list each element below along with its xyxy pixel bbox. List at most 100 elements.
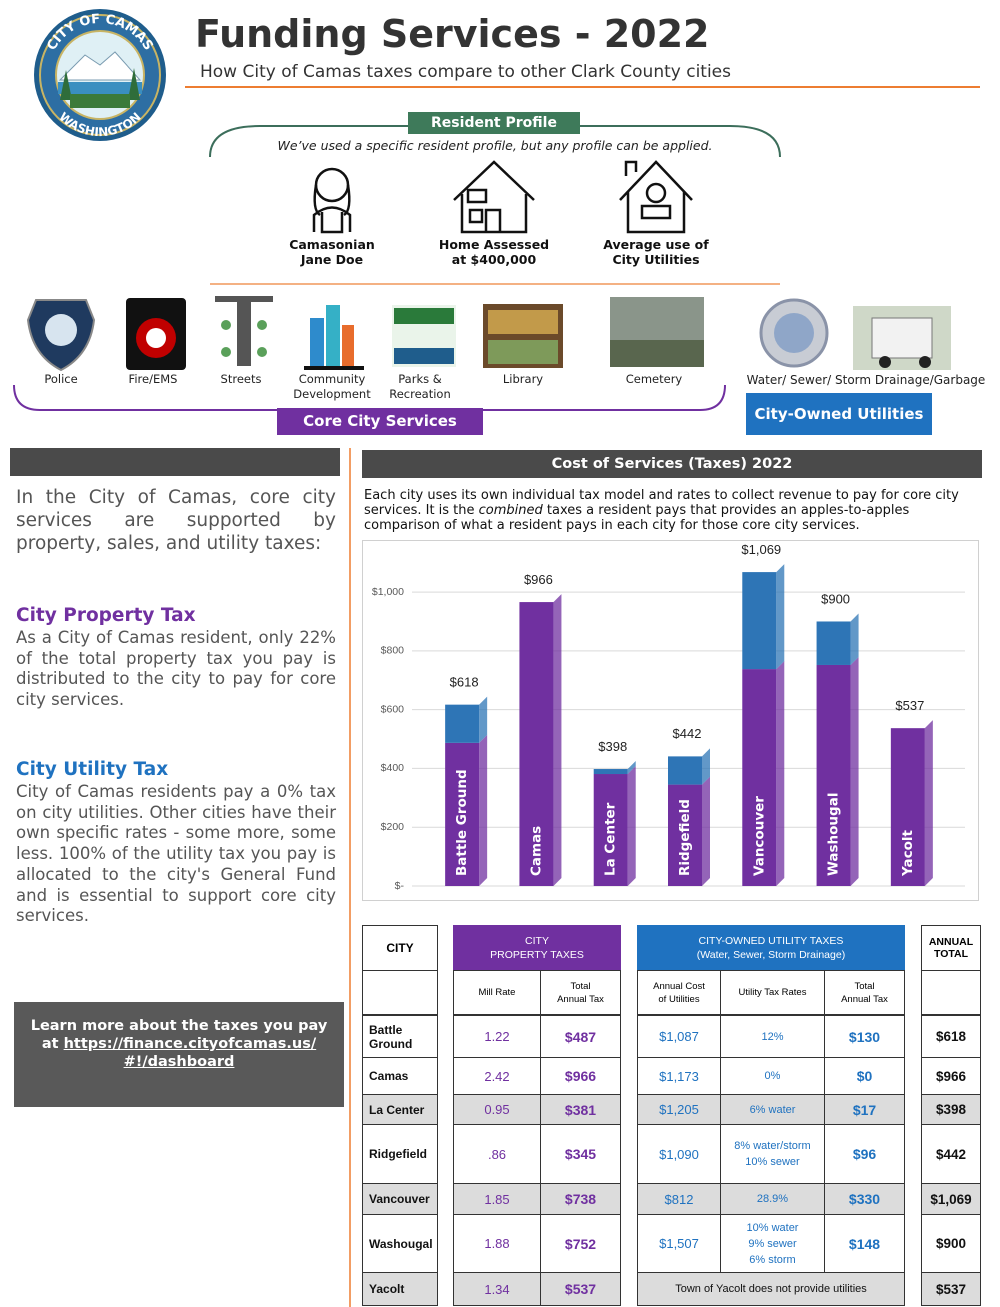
category-label: Camas	[528, 826, 544, 876]
bar-side	[850, 613, 859, 665]
y-tick-label: $600	[381, 703, 405, 715]
bar-segment	[593, 774, 628, 886]
subheader: Mill Rate	[453, 970, 541, 1015]
bar-side	[479, 734, 488, 886]
table-cell: $130	[824, 1015, 905, 1058]
profile-item: Average use of City Utilities	[603, 237, 709, 267]
table-cell: $1,173	[637, 1057, 721, 1095]
bar-segment	[816, 621, 851, 665]
y-tick-label: $-	[395, 880, 405, 892]
table-cell: 0.95	[453, 1094, 541, 1125]
bar-segment	[816, 664, 851, 886]
bar-segment	[668, 756, 702, 785]
bar-segment	[593, 769, 628, 775]
description-emphasis: combined	[478, 503, 543, 518]
table-cell: .86	[453, 1124, 541, 1184]
total-label: $1,069	[741, 542, 781, 557]
table-cell: $330	[824, 1183, 905, 1215]
table-cell: $398	[921, 1094, 981, 1125]
service-item: Library	[502, 372, 544, 386]
subheader: Total Annual Tax	[824, 970, 905, 1015]
profile-note: We’ve used a specific resident profile, …	[277, 138, 713, 153]
y-tick-label: $1,000	[372, 586, 404, 598]
category-label: Washougal	[826, 793, 842, 876]
table-cell: $966	[921, 1057, 981, 1095]
table-cell: $966	[540, 1057, 621, 1095]
y-tick-label: $800	[381, 645, 405, 657]
table-cell: Ridgefield	[362, 1124, 438, 1184]
table-cell: $148	[824, 1214, 905, 1273]
category-label: Battle Ground	[454, 769, 470, 876]
table-cell: 10% water 9% sewer 6% storm	[720, 1214, 825, 1273]
table-cell: 6% water	[720, 1094, 825, 1125]
chart-description: Each city uses its own individual tax mo…	[364, 488, 976, 533]
table-cell: 1.22	[453, 1015, 541, 1058]
learn-more-link[interactable]: https://finance.cityofcamas.us/#!/dashbo…	[63, 1036, 317, 1070]
subheader: Utility Tax Rates	[720, 970, 825, 1015]
table-cell: $1,205	[637, 1094, 721, 1125]
bar-side	[776, 564, 785, 670]
bar-segment	[445, 704, 480, 743]
y-tick-label: $400	[381, 762, 405, 774]
table-cell: $1,069	[921, 1183, 981, 1215]
header-blank	[921, 970, 981, 1015]
total-label: $618	[450, 674, 479, 689]
category-label: La Center	[603, 802, 619, 876]
table-cell: $752	[540, 1214, 621, 1273]
utilities-label: City-Owned Utilities	[746, 393, 932, 435]
table-cell: $537	[921, 1272, 981, 1306]
profile-title: Resident Profile	[408, 112, 580, 134]
table-cell: Yacolt	[362, 1272, 438, 1306]
table-cell: $487	[540, 1015, 621, 1058]
table-cell: Battle Ground	[362, 1015, 438, 1058]
service-item: Cemetery	[625, 372, 683, 386]
bar-segment	[742, 669, 777, 886]
table-cell: $1,507	[637, 1214, 721, 1273]
bar-side	[553, 594, 562, 886]
subheader: Annual Cost of Utilities	[637, 970, 721, 1015]
bar-side	[850, 656, 859, 886]
total-label: $442	[673, 726, 702, 741]
table-cell: 1.85	[453, 1183, 541, 1215]
bar-segment	[890, 728, 925, 886]
bar-segment	[742, 572, 777, 670]
header-city: CITY	[362, 925, 438, 971]
table-cell: $345	[540, 1124, 621, 1184]
y-tick-label: $200	[381, 821, 405, 833]
table-cell: $381	[540, 1094, 621, 1125]
total-label: $900	[821, 591, 850, 606]
service-item: Streets	[220, 372, 262, 386]
property-text: As a City of Camas resident, only 22% of…	[16, 628, 336, 710]
bar-side	[702, 776, 710, 886]
table-cell: $537	[540, 1272, 621, 1306]
sidebar-bar	[10, 448, 340, 476]
table-cell: $17	[824, 1094, 905, 1125]
table-cell: 0%	[720, 1057, 825, 1095]
title: Funding Services - 2022	[195, 12, 710, 56]
table-cell: 28.9%	[720, 1183, 825, 1215]
header-total: ANNUAL TOTAL	[921, 925, 981, 971]
table-cell: 1.34	[453, 1272, 541, 1306]
category-label: Ridgefield	[677, 799, 693, 876]
table-cell: Vancouver	[362, 1183, 438, 1215]
header-utility: CITY-OWNED UTILITY TAXES (Water, Sewer, …	[637, 925, 905, 971]
service-item: Police	[44, 372, 78, 386]
table-cell: $1,090	[637, 1124, 721, 1184]
table-cell: 8% water/storm 10% sewer	[720, 1124, 825, 1184]
category-label: Vancouver	[751, 796, 767, 876]
subheader: Total Annual Tax	[540, 970, 621, 1015]
table-cell: $96	[824, 1124, 905, 1184]
table-cell: $618	[921, 1015, 981, 1058]
table-cell: $900	[921, 1214, 981, 1273]
header-blank	[362, 970, 438, 1015]
table-cell: Washougal	[362, 1214, 438, 1273]
utilities-caption: Water/ Sewer/ Storm Drainage/Garbage	[746, 373, 986, 387]
subtitle: How City of Camas taxes compare to other…	[200, 62, 732, 82]
category-label: Yacolt	[900, 829, 916, 877]
bar-side	[924, 720, 933, 886]
profile-item: Camasonian Jane Doe	[289, 237, 375, 267]
bar-side	[776, 661, 785, 886]
service-item: Parks & Recreation	[389, 372, 451, 401]
